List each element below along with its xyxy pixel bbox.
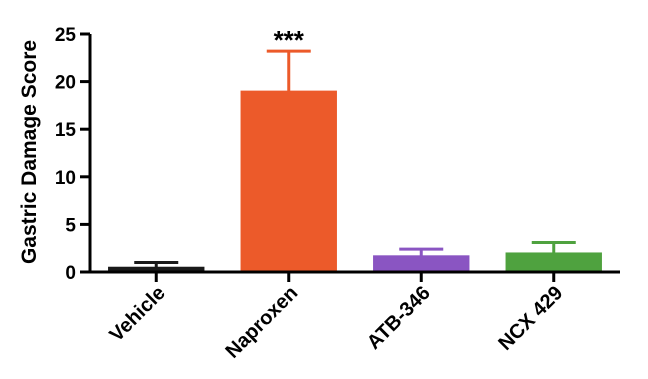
annotations: *** xyxy=(274,25,305,55)
y-tick-label: 15 xyxy=(55,120,77,141)
y-axis: 0 5 10 15 20 25 xyxy=(55,25,92,284)
y-tick-label: 0 xyxy=(65,263,76,284)
y-axis-title: Gastric Damage Score xyxy=(18,40,41,264)
bar-ncx-429 xyxy=(505,252,602,273)
bars xyxy=(108,90,602,273)
x-tick-label: ATB-346 xyxy=(363,282,435,354)
x-tick-label: NCX 429 xyxy=(494,282,567,355)
x-axis: Vehicle Naproxen ATB-346 NCX 429 xyxy=(88,270,620,363)
bar-atb-346 xyxy=(373,255,470,273)
y-tick-label: 10 xyxy=(55,168,76,189)
y-tick-label: 25 xyxy=(55,25,77,46)
bar-naproxen xyxy=(240,90,337,273)
y-tick-label: 5 xyxy=(65,215,76,236)
x-tick-label: Vehicle xyxy=(105,282,169,346)
x-tick-label: Naproxen xyxy=(221,282,302,363)
significance-annotation: *** xyxy=(274,25,305,55)
error-bars xyxy=(134,49,576,268)
y-tick-label: 20 xyxy=(55,73,76,94)
